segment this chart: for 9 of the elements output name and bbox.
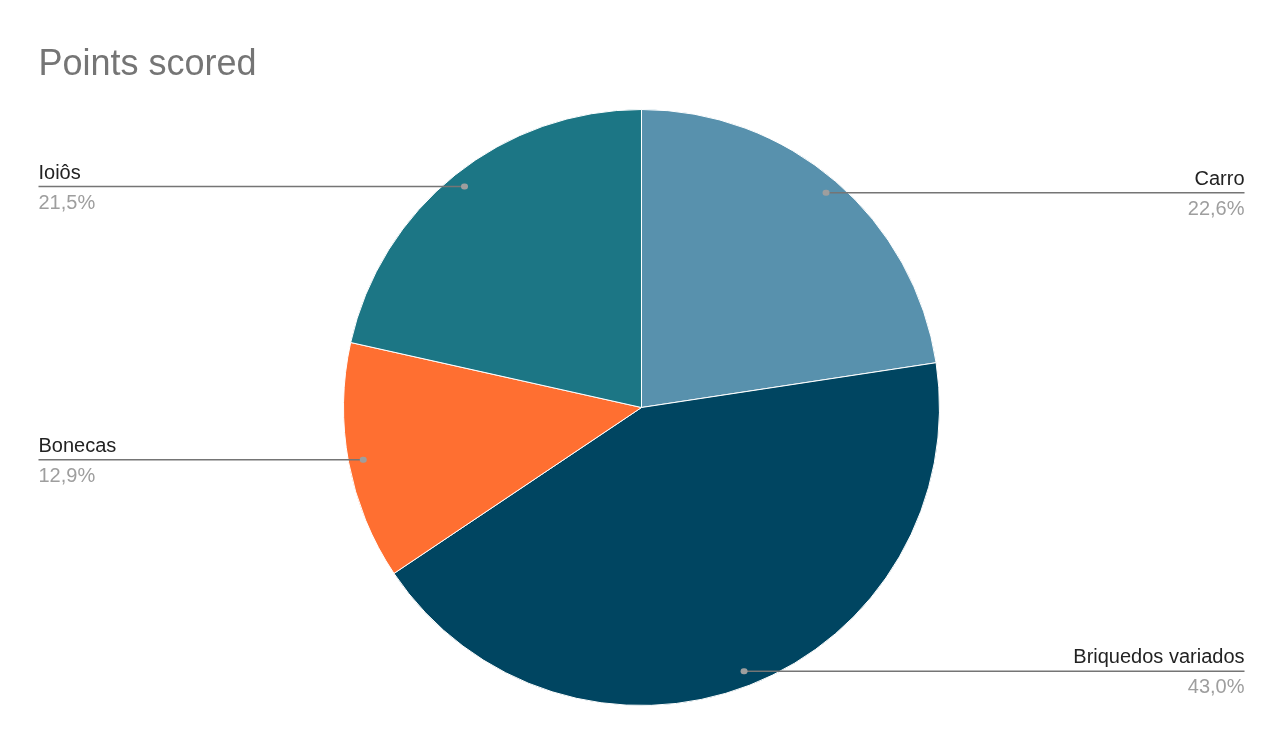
slice-label: Carro <box>1194 166 1245 189</box>
slice-label: Ioiôs <box>38 160 81 183</box>
slice-label: Briquedos variados <box>1073 645 1245 668</box>
data-label: 21,5% <box>38 190 96 213</box>
data-label: 43,0% <box>1187 675 1245 698</box>
data-label: 12,9% <box>38 463 96 486</box>
data-label: 22,6% <box>1187 196 1245 219</box>
chart-title: Points scored <box>38 42 257 83</box>
slice-label: Bonecas <box>38 433 117 456</box>
